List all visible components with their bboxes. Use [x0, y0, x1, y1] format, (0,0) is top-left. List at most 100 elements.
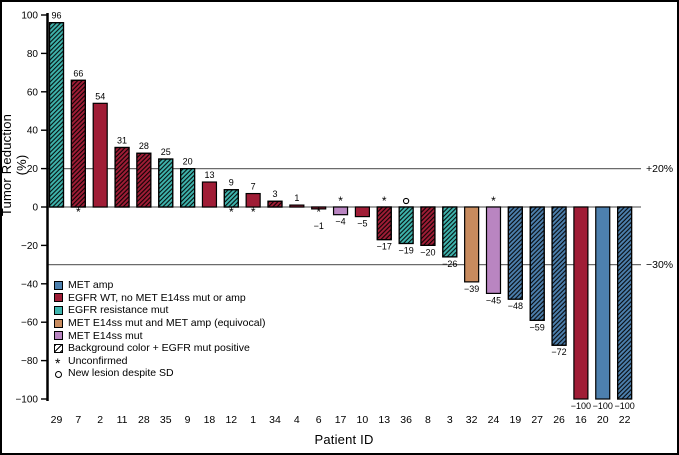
bar-patient-6 [311, 206, 327, 210]
x-tick-label: 22 [619, 414, 631, 426]
x-tick-label: 35 [160, 414, 172, 426]
bar-value-label: 31 [117, 135, 127, 145]
x-tick-label: 34 [269, 414, 281, 426]
color-swatch-met_e14ss_met_amp [54, 318, 63, 328]
legend: MET amp EGFR WT, no MET E14ss mut or amp E… [54, 279, 265, 380]
unconfirmed-marker: * [491, 194, 496, 208]
x-axis-title: Patient ID [314, 432, 374, 447]
x-tick-label: 3 [447, 414, 453, 426]
legend-item-met_amp: MET amp [54, 279, 265, 292]
unconfirmed-marker: * [251, 205, 256, 219]
reference-line-label: −30% [646, 259, 673, 271]
color-swatch-met_e14ss [54, 331, 63, 341]
x-tick-label: 29 [51, 414, 63, 426]
bar-patient-4 [289, 204, 305, 208]
legend-label: MET E14ss mut [68, 329, 143, 342]
bar-patient-10 [354, 206, 370, 218]
bar-hatch-overlay [180, 168, 196, 208]
bar-hatch-overlay [529, 206, 545, 321]
bar-hatch-overlay [223, 189, 239, 208]
x-tick-label: 19 [510, 414, 522, 426]
x-tick-label: 26 [553, 414, 565, 426]
y-axis-title: Tumor Reduction (%) [0, 113, 29, 217]
legend-label: New lesion despite SD [68, 367, 174, 380]
x-tick-label: 1 [250, 414, 256, 426]
bar-value-label: −17 [377, 242, 392, 252]
circle-glyph [55, 370, 62, 378]
bar-patient-32 [464, 206, 480, 283]
bar-patient-18 [201, 181, 218, 208]
x-tick-label: 4 [294, 414, 300, 426]
bar-hatch-overlay [70, 79, 86, 208]
unconfirmed-marker: * [338, 194, 343, 208]
y-tick-label: −80 [21, 356, 38, 367]
bar-hatch-overlay [114, 146, 130, 208]
x-tick-label: 11 [117, 414, 128, 426]
y-tick-label: 40 [27, 126, 39, 137]
y-tick-label: 0 [32, 203, 38, 214]
bar-hatch-overlay [376, 206, 392, 241]
bar-value-label: 25 [161, 147, 171, 157]
bar-value-label: 54 [95, 91, 105, 101]
bar-value-label: −100 [571, 401, 591, 411]
y-tick-label: 20 [27, 164, 39, 175]
bar-value-label: 66 [73, 68, 83, 78]
x-tick-label: 28 [138, 414, 150, 426]
bar-value-label: 3 [272, 189, 277, 199]
bar-value-label: −19 [398, 245, 413, 255]
bar-value-label: −72 [551, 347, 566, 357]
y-tick-label: −60 [21, 318, 38, 329]
x-tick-label: 36 [400, 414, 412, 426]
color-swatch-egfr_wt [54, 293, 63, 303]
legend-label: EGFR resistance mut [68, 304, 169, 317]
x-tick-label: 7 [75, 414, 81, 426]
bar-value-label: −45 [486, 295, 501, 305]
x-tick-label: 10 [357, 414, 369, 426]
x-tick-label: 6 [316, 414, 322, 426]
bar-value-label: 96 [51, 11, 61, 21]
bar-hatch-overlay [136, 152, 152, 208]
y-tick-label: 100 [21, 11, 38, 22]
x-tick-label: 32 [466, 414, 478, 426]
x-tick-label: 13 [378, 414, 390, 426]
bar-value-label: −48 [508, 301, 523, 311]
legend-item-asterisk: * Unconfirmed [54, 354, 265, 372]
bar-patient-20 [595, 206, 611, 400]
unconfirmed-marker: * [316, 205, 321, 219]
legend-item-egfr_resistance_mut: EGFR resistance mut [54, 304, 265, 317]
new-lesion-marker [402, 197, 410, 205]
bar-patient-24 [485, 206, 502, 295]
bar-value-label: −100 [593, 401, 613, 411]
asterisk-glyph: * [55, 355, 61, 372]
y-tick-label: −20 [21, 241, 38, 252]
new-lesion-circle-icon [54, 369, 63, 378]
legend-label: Unconfirmed [68, 354, 128, 367]
bar-hatch-overlay [267, 200, 283, 208]
bar-hatch-overlay [420, 206, 436, 247]
legend-item-met_e14ss_met_amp: MET E14ss mut and MET amp (equivocal) [54, 317, 265, 330]
bar-value-label: 1 [294, 193, 299, 203]
bar-value-label: −4 [335, 217, 345, 227]
legend-item-egfr_wt: EGFR WT, no MET E14ss mut or amp [54, 292, 265, 305]
bar-patient-16 [573, 206, 589, 400]
bar-patient-2 [92, 102, 108, 208]
y-tick-label: 60 [27, 87, 39, 98]
x-tick-label: 24 [488, 414, 500, 426]
bar-value-label: −1 [314, 221, 324, 231]
bar-value-label: 20 [183, 157, 193, 167]
color-swatch-egfr_resistance_mut [54, 305, 63, 315]
legend-item-met_e14ss: MET E14ss mut [54, 329, 265, 342]
unconfirmed-marker: * [76, 205, 81, 219]
hatch-swatch-icon [54, 343, 63, 353]
x-tick-label: 2 [97, 414, 103, 426]
bar-value-label: 7 [251, 182, 256, 192]
bar-value-label: 28 [139, 141, 149, 151]
bar-patient-17 [332, 206, 349, 216]
legend-item-circle: New lesion despite SD [54, 367, 265, 380]
legend-label: EGFR WT, no MET E14ss mut or amp [68, 291, 246, 304]
bar-patient-1 [245, 192, 261, 208]
y-tick-label: −40 [21, 279, 38, 290]
legend-label: Background color + EGFR mut positive [68, 342, 250, 355]
x-tick-label: 9 [185, 414, 191, 426]
